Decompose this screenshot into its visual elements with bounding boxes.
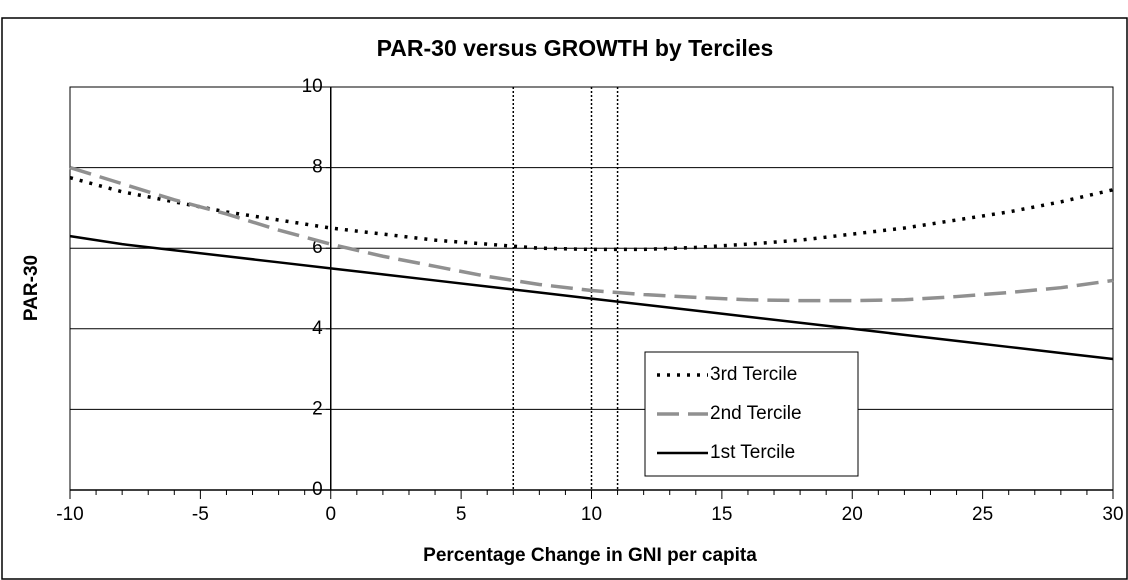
chart-frame	[1, 17, 1128, 580]
y-tick-label: 8	[312, 157, 323, 178]
x-tick-label: -10	[56, 504, 83, 525]
x-tick-label: 30	[1102, 504, 1123, 525]
x-tick-label: 0	[325, 504, 336, 525]
x-tick-label: 10	[581, 504, 602, 525]
series-line	[69, 234, 1114, 361]
x-axis-title: Percentage Change in GNI per capita	[423, 545, 757, 566]
legend-label: 1st Tercile	[710, 442, 795, 463]
x-tick-label: -5	[192, 504, 209, 525]
y-axis-title: PAR-30	[21, 255, 42, 321]
x-tick-label: 25	[972, 504, 993, 525]
legend-label: 3rd Tercile	[710, 364, 797, 385]
y-tick-label: 2	[312, 398, 323, 419]
x-tick-label: 20	[842, 504, 863, 525]
chart-title: PAR-30 versus GROWTH by Terciles	[377, 35, 774, 61]
x-tick-label: 15	[711, 504, 732, 525]
legend-label: 2nd Tercile	[710, 403, 802, 424]
y-tick-label: 4	[312, 318, 323, 339]
legend	[644, 351, 859, 477]
y-tick-label: 10	[302, 76, 323, 97]
y-tick-label: 6	[312, 237, 323, 258]
x-tick-label: 5	[456, 504, 467, 525]
series-line	[69, 165, 1114, 303]
